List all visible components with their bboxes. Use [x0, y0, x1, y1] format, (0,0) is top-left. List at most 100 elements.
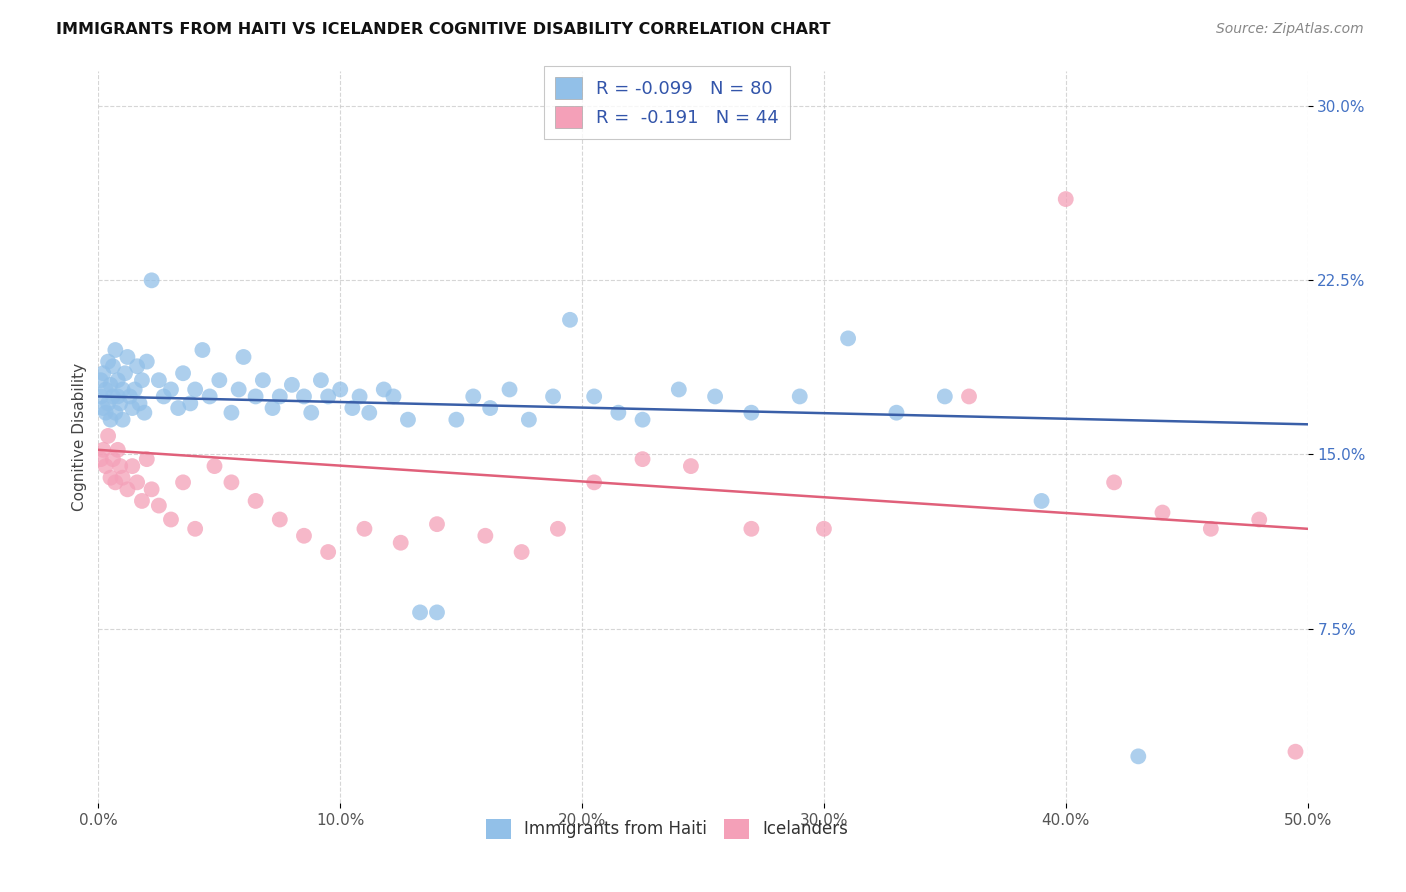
Point: [191, 343, 214, 357]
Point: [446, 412, 468, 426]
Text: Source: ZipAtlas.com: Source: ZipAtlas.com: [1216, 22, 1364, 37]
Point: [409, 606, 432, 620]
Point: [172, 366, 194, 380]
Point: [97, 396, 120, 410]
Point: [583, 475, 606, 490]
Point: [349, 389, 371, 403]
Point: [107, 373, 129, 387]
Point: [124, 383, 146, 397]
Point: [104, 475, 127, 490]
Point: [245, 494, 267, 508]
Point: [1152, 506, 1174, 520]
Point: [100, 412, 122, 426]
Point: [426, 517, 449, 532]
Point: [104, 343, 127, 357]
Point: [121, 459, 143, 474]
Point: [292, 389, 315, 403]
Point: [100, 377, 122, 392]
Point: [118, 389, 141, 403]
Point: [104, 406, 127, 420]
Point: [1199, 522, 1222, 536]
Point: [127, 359, 149, 374]
Point: [108, 396, 131, 410]
Point: [108, 459, 131, 474]
Point: [292, 529, 315, 543]
Point: [221, 406, 243, 420]
Text: IMMIGRANTS FROM HAITI VS ICELANDER COGNITIVE DISABILITY CORRELATION CHART: IMMIGRANTS FROM HAITI VS ICELANDER COGNI…: [56, 22, 831, 37]
Point: [679, 459, 702, 474]
Point: [740, 406, 762, 420]
Point: [837, 331, 859, 345]
Point: [245, 389, 267, 403]
Point: [117, 483, 139, 497]
Point: [90, 389, 112, 403]
Point: [316, 545, 339, 559]
Y-axis label: Cognitive Disability: Cognitive Disability: [72, 363, 87, 511]
Point: [359, 406, 381, 420]
Point: [172, 475, 194, 490]
Point: [141, 483, 163, 497]
Point: [463, 389, 485, 403]
Point: [94, 459, 117, 474]
Point: [631, 412, 654, 426]
Point: [91, 366, 114, 380]
Point: [221, 475, 243, 490]
Point: [101, 452, 124, 467]
Point: [184, 522, 207, 536]
Point: [107, 442, 129, 457]
Point: [269, 512, 291, 526]
Point: [91, 401, 114, 415]
Point: [541, 389, 564, 403]
Point: [704, 389, 727, 403]
Point: [131, 494, 153, 508]
Point: [269, 389, 291, 403]
Point: [426, 606, 449, 620]
Point: [107, 389, 129, 403]
Point: [316, 389, 339, 403]
Point: [813, 522, 835, 536]
Point: [789, 389, 811, 403]
Point: [547, 522, 569, 536]
Point: [184, 383, 207, 397]
Point: [128, 396, 150, 410]
Point: [100, 471, 122, 485]
Point: [127, 475, 149, 490]
Point: [114, 366, 136, 380]
Point: [160, 383, 183, 397]
Point: [329, 383, 352, 397]
Point: [94, 383, 117, 397]
Point: [1128, 749, 1150, 764]
Point: [1054, 192, 1077, 206]
Point: [1249, 512, 1271, 526]
Point: [101, 389, 124, 403]
Point: [309, 373, 332, 387]
Point: [111, 383, 134, 397]
Point: [111, 471, 134, 485]
Point: [474, 529, 496, 543]
Point: [740, 522, 762, 536]
Point: [131, 373, 153, 387]
Point: [121, 401, 143, 415]
Point: [97, 429, 120, 443]
Point: [886, 406, 908, 420]
Point: [90, 373, 112, 387]
Point: [299, 406, 322, 420]
Point: [90, 452, 112, 467]
Point: [934, 389, 956, 403]
Point: [179, 396, 201, 410]
Point: [583, 389, 606, 403]
Point: [91, 442, 114, 457]
Point: [262, 401, 284, 415]
Legend: Immigrants from Haiti, Icelanders: Immigrants from Haiti, Icelanders: [479, 812, 855, 846]
Point: [117, 350, 139, 364]
Point: [389, 535, 412, 549]
Point: [668, 383, 690, 397]
Point: [148, 373, 170, 387]
Point: [1284, 745, 1306, 759]
Point: [631, 452, 654, 467]
Point: [134, 406, 156, 420]
Point: [204, 459, 226, 474]
Point: [558, 313, 581, 327]
Point: [135, 354, 157, 368]
Point: [97, 354, 120, 368]
